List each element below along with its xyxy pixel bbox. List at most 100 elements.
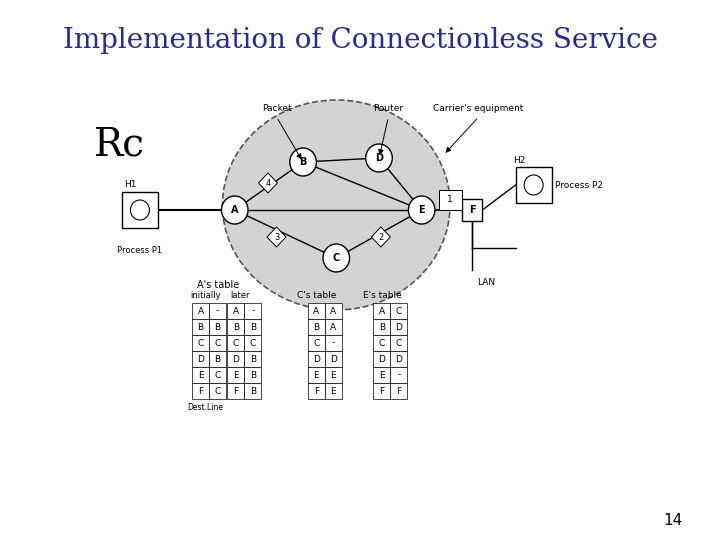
Text: Implementation of Connectionless Service: Implementation of Connectionless Service xyxy=(63,26,657,53)
Bar xyxy=(373,319,390,335)
Text: -: - xyxy=(216,307,220,315)
Text: Router: Router xyxy=(374,104,403,113)
Circle shape xyxy=(524,175,543,195)
Text: C: C xyxy=(215,370,221,380)
Bar xyxy=(244,319,261,335)
Text: -: - xyxy=(397,370,400,380)
Text: A: A xyxy=(330,322,336,332)
Text: E: E xyxy=(198,370,204,380)
Bar xyxy=(122,192,158,228)
Bar xyxy=(192,367,209,383)
Text: C: C xyxy=(396,307,402,315)
Text: E: E xyxy=(379,370,384,380)
Bar xyxy=(228,383,244,399)
Text: E: E xyxy=(330,370,336,380)
Bar xyxy=(209,303,226,319)
Text: F: F xyxy=(233,387,238,395)
Text: later: later xyxy=(230,291,251,300)
Circle shape xyxy=(323,244,350,272)
Circle shape xyxy=(130,200,149,220)
Text: C: C xyxy=(333,253,340,263)
Text: 4: 4 xyxy=(266,179,271,187)
Text: C: C xyxy=(250,339,256,348)
Bar xyxy=(228,351,244,367)
Bar xyxy=(390,335,408,351)
Bar xyxy=(516,167,552,203)
Bar xyxy=(390,351,408,367)
Bar xyxy=(308,383,325,399)
Bar xyxy=(308,367,325,383)
Bar xyxy=(228,367,244,383)
Text: Process P2: Process P2 xyxy=(555,180,603,190)
Text: E: E xyxy=(313,370,319,380)
Circle shape xyxy=(408,196,435,224)
Circle shape xyxy=(222,196,248,224)
Bar xyxy=(209,367,226,383)
Text: B: B xyxy=(313,322,320,332)
Text: -: - xyxy=(251,307,254,315)
Text: F: F xyxy=(379,387,384,395)
Text: C's table: C's table xyxy=(297,291,336,300)
Bar xyxy=(192,335,209,351)
Bar xyxy=(390,303,408,319)
Bar xyxy=(373,303,390,319)
Text: A: A xyxy=(233,307,239,315)
Text: Process P1: Process P1 xyxy=(117,246,163,255)
Text: B: B xyxy=(250,387,256,395)
Bar xyxy=(390,367,408,383)
Text: D: D xyxy=(395,354,402,363)
Text: D: D xyxy=(395,322,402,332)
Text: Carrier's equipment: Carrier's equipment xyxy=(433,104,523,113)
Bar xyxy=(209,383,226,399)
Text: B: B xyxy=(250,370,256,380)
Bar xyxy=(192,319,209,335)
Text: D: D xyxy=(375,153,383,163)
Text: Dest.Line: Dest.Line xyxy=(187,403,223,412)
Text: D: D xyxy=(197,354,204,363)
Text: B: B xyxy=(250,322,256,332)
Text: C: C xyxy=(197,339,204,348)
Text: C: C xyxy=(396,339,402,348)
Text: C: C xyxy=(313,339,320,348)
Text: C: C xyxy=(215,339,221,348)
Text: B: B xyxy=(250,354,256,363)
Bar xyxy=(308,319,325,335)
Bar xyxy=(373,367,390,383)
Bar xyxy=(325,367,342,383)
Bar xyxy=(308,303,325,319)
Text: B: B xyxy=(379,322,385,332)
Bar xyxy=(244,303,261,319)
Text: 3: 3 xyxy=(274,233,279,241)
Text: H2: H2 xyxy=(513,156,525,165)
Bar xyxy=(192,383,209,399)
Text: F: F xyxy=(198,387,203,395)
Text: E: E xyxy=(330,387,336,395)
Bar xyxy=(373,383,390,399)
Bar xyxy=(390,319,408,335)
Bar xyxy=(325,383,342,399)
Bar xyxy=(244,383,261,399)
Bar xyxy=(244,351,261,367)
Ellipse shape xyxy=(222,100,450,310)
Text: C: C xyxy=(215,387,221,395)
Text: LAN: LAN xyxy=(477,278,495,287)
Text: F: F xyxy=(314,387,319,395)
Polygon shape xyxy=(258,173,277,193)
Bar xyxy=(244,367,261,383)
Text: A: A xyxy=(330,307,336,315)
Bar xyxy=(390,383,408,399)
Polygon shape xyxy=(267,227,286,247)
Circle shape xyxy=(289,148,316,176)
Bar xyxy=(209,319,226,335)
Circle shape xyxy=(366,144,392,172)
Bar xyxy=(209,335,226,351)
Bar xyxy=(192,351,209,367)
Text: C: C xyxy=(379,339,385,348)
Bar xyxy=(325,319,342,335)
Text: C: C xyxy=(233,339,239,348)
Text: D: D xyxy=(313,354,320,363)
Text: -: - xyxy=(332,339,335,348)
Text: D: D xyxy=(379,354,385,363)
Bar xyxy=(192,303,209,319)
Bar xyxy=(228,303,244,319)
